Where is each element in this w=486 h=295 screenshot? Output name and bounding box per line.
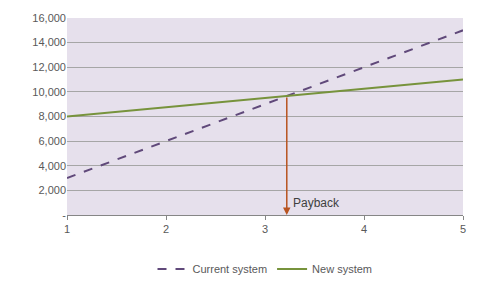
svg-text:6,000: 6,000: [38, 135, 66, 147]
svg-text:16,000: 16,000: [32, 12, 66, 24]
svg-text:New system: New system: [312, 263, 372, 275]
svg-text:3: 3: [262, 223, 268, 235]
svg-text:12,000: 12,000: [32, 61, 66, 73]
svg-text:5: 5: [460, 223, 466, 235]
svg-text:4: 4: [361, 223, 367, 235]
svg-text:4,000: 4,000: [38, 160, 66, 172]
svg-text:2,000: 2,000: [38, 184, 66, 196]
svg-text:8,000: 8,000: [38, 110, 66, 122]
svg-text:2: 2: [163, 223, 169, 235]
svg-text:1: 1: [64, 223, 70, 235]
svg-text:Current system: Current system: [193, 263, 268, 275]
svg-text:14,000: 14,000: [32, 36, 66, 48]
svg-text:10,000: 10,000: [32, 86, 66, 98]
svg-text:-: -: [62, 209, 66, 221]
svg-text:Payback: Payback: [293, 196, 340, 210]
